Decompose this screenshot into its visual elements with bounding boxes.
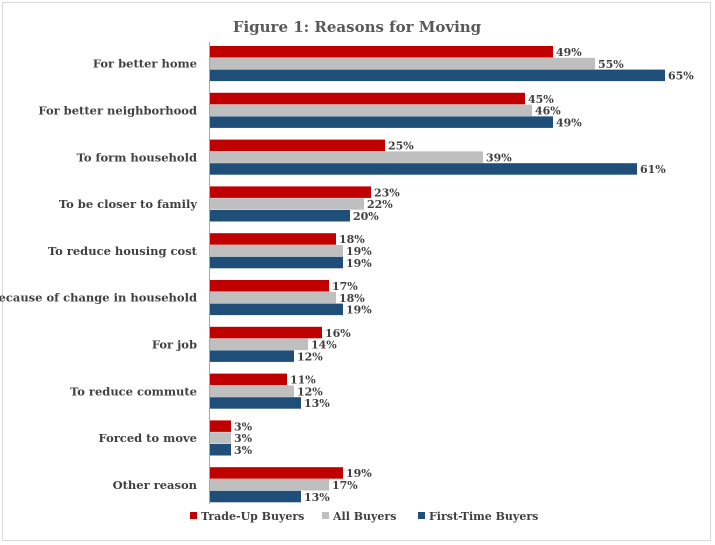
- category-label-forced-to-move: Forced to move: [99, 431, 197, 445]
- data-label-first-time-buyers-to-reduce-housing-cost: 19%: [346, 257, 372, 270]
- bar-first-time-buyers-for-better-home: [210, 69, 665, 82]
- data-label-trade-up-buyers-forced-to-move: 3%: [234, 420, 253, 433]
- category-label-for-better-neighborhood: For better neighborhood: [38, 104, 197, 118]
- data-label-trade-up-buyers-to-form-household: 25%: [388, 140, 414, 153]
- category-labels: For better home For better neighborhood To…: [0, 57, 198, 492]
- data-label-first-time-buyers-other-reason: 13%: [304, 491, 330, 504]
- bar-trade-up-buyers-to-be-closer-to-family: [210, 186, 371, 198]
- category-label-for-better-home: For better home: [93, 57, 197, 71]
- bar-all-buyers-for-job: [210, 338, 308, 351]
- bar-trade-up-buyers-because-of-change-in-household: [210, 280, 329, 292]
- category-label-to-reduce-commute: To reduce commute: [70, 384, 197, 398]
- bar-all-buyers-other-reason: [210, 479, 329, 491]
- data-label-first-time-buyers-to-form-household: 61%: [640, 163, 666, 176]
- bar-all-buyers-for-better-neighborhood: [210, 104, 532, 117]
- data-label-all-buyers-for-better-home: 55%: [598, 58, 624, 71]
- bar-all-buyers-because-of-change-in-household: [210, 291, 336, 304]
- data-label-all-buyers-because-of-change-in-household: 18%: [339, 292, 365, 305]
- legend-label-first-time-buyers: First-Time Buyers: [429, 510, 538, 523]
- data-label-all-buyers-other-reason: 17%: [332, 479, 358, 492]
- data-label-all-buyers-for-job: 14%: [311, 339, 337, 352]
- legend: Trade-Up Buyers All Buyers First-Time Buye…: [190, 510, 538, 523]
- data-label-all-buyers-for-better-neighborhood: 46%: [535, 105, 561, 118]
- category-label-to-be-closer-to-family: To be closer to family: [59, 197, 197, 211]
- bar-first-time-buyers-to-reduce-housing-cost: [210, 256, 343, 269]
- data-label-all-buyers-to-form-household: 39%: [486, 151, 512, 164]
- bar-first-time-buyers-to-form-household: [210, 163, 637, 175]
- bar-first-time-buyers-to-reduce-commute: [210, 397, 301, 409]
- category-label-for-job: For job: [152, 338, 197, 352]
- data-label-trade-up-buyers-other-reason: 19%: [346, 467, 372, 480]
- bar-trade-up-buyers-to-form-household: [210, 139, 385, 152]
- bar-all-buyers-for-better-home: [210, 57, 595, 70]
- data-label-first-time-buyers-because-of-change-in-household: 19%: [346, 304, 372, 317]
- bar-first-time-buyers-to-be-closer-to-family: [210, 210, 350, 222]
- bar-trade-up-buyers-for-better-home: [210, 46, 553, 58]
- data-label-all-buyers-to-reduce-commute: 12%: [297, 385, 323, 398]
- data-label-all-buyers-forced-to-move: 3%: [234, 432, 253, 445]
- bar-trade-up-buyers-to-reduce-commute: [210, 373, 287, 386]
- bar-trade-up-buyers-for-better-neighborhood: [210, 92, 525, 105]
- bar-first-time-buyers-forced-to-move: [210, 444, 231, 456]
- bar-all-buyers-forced-to-move: [210, 432, 231, 444]
- data-label-trade-up-buyers-for-job: 16%: [325, 327, 351, 340]
- bar-all-buyers-to-form-household: [210, 151, 483, 163]
- legend-swatch-first-time-buyers: [418, 512, 425, 519]
- category-label-to-form-household: To form household: [77, 150, 197, 164]
- bar-trade-up-buyers-forced-to-move: [210, 420, 231, 432]
- bar-trade-up-buyers-other-reason: [210, 467, 343, 479]
- bar-first-time-buyers-for-job: [210, 350, 294, 362]
- bar-first-time-buyers-because-of-change-in-household: [210, 303, 343, 316]
- category-label-other-reason: Other reason: [113, 478, 198, 492]
- data-label-all-buyers-to-reduce-housing-cost: 19%: [346, 245, 372, 258]
- bars-group: 49%55%65%45%46%49%25%39%61%23%22%20%18%1…: [210, 46, 694, 504]
- chart-title: Figure 1: Reasons for Moving: [233, 18, 482, 36]
- bar-all-buyers-to-be-closer-to-family: [210, 198, 364, 210]
- data-label-first-time-buyers-to-reduce-commute: 13%: [304, 397, 330, 410]
- data-label-trade-up-buyers-for-better-home: 49%: [556, 46, 582, 59]
- legend-swatch-all-buyers: [322, 512, 329, 519]
- data-label-first-time-buyers-for-better-home: 65%: [668, 70, 694, 83]
- legend-label-all-buyers: All Buyers: [332, 510, 396, 523]
- data-label-first-time-buyers-for-job: 12%: [297, 350, 323, 363]
- category-label-because-of-change-in-household: Because of change in household: [0, 291, 197, 305]
- legend-label-trade-up-buyers: Trade-Up Buyers: [201, 510, 304, 523]
- bar-first-time-buyers-for-better-neighborhood: [210, 116, 553, 128]
- bar-trade-up-buyers-for-job: [210, 326, 322, 339]
- bar-first-time-buyers-other-reason: [210, 490, 301, 503]
- data-label-trade-up-buyers-to-reduce-commute: 11%: [290, 374, 316, 387]
- data-label-first-time-buyers-to-be-closer-to-family: 20%: [353, 210, 379, 223]
- data-label-trade-up-buyers-for-better-neighborhood: 45%: [528, 93, 554, 106]
- legend-swatch-trade-up-buyers: [190, 512, 197, 519]
- bar-all-buyers-to-reduce-housing-cost: [210, 245, 343, 257]
- bar-trade-up-buyers-to-reduce-housing-cost: [210, 233, 336, 245]
- data-label-first-time-buyers-for-better-neighborhood: 49%: [556, 116, 582, 129]
- data-label-trade-up-buyers-to-reduce-housing-cost: 18%: [339, 233, 365, 246]
- category-label-to-reduce-housing-cost: To reduce housing cost: [48, 244, 198, 258]
- data-label-all-buyers-to-be-closer-to-family: 22%: [367, 198, 393, 211]
- data-label-trade-up-buyers-to-be-closer-to-family: 23%: [374, 186, 400, 199]
- bar-all-buyers-to-reduce-commute: [210, 385, 294, 397]
- data-label-first-time-buyers-forced-to-move: 3%: [234, 444, 253, 457]
- data-label-trade-up-buyers-because-of-change-in-household: 17%: [332, 280, 358, 293]
